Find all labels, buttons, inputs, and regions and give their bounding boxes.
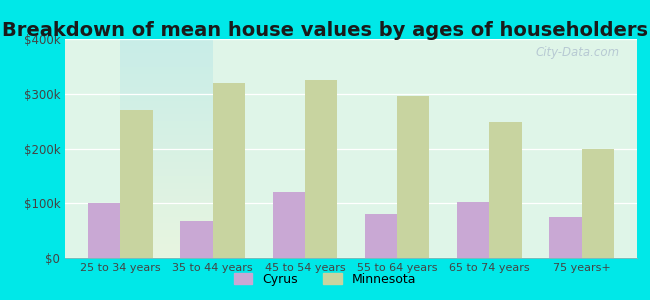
Bar xyxy=(457,202,489,258)
Bar xyxy=(272,192,305,258)
Text: City-Data.com: City-Data.com xyxy=(536,46,620,59)
Bar xyxy=(180,221,213,258)
Text: Breakdown of mean house values by ages of householders: Breakdown of mean house values by ages o… xyxy=(2,21,648,40)
Bar xyxy=(88,203,120,258)
Bar xyxy=(489,122,522,258)
Bar xyxy=(365,214,397,258)
Bar xyxy=(397,97,430,258)
Bar xyxy=(213,83,245,258)
Legend: Cyrus, Minnesota: Cyrus, Minnesota xyxy=(229,268,421,291)
Bar xyxy=(582,148,614,258)
Bar xyxy=(120,110,153,258)
Bar xyxy=(305,80,337,258)
Bar xyxy=(549,217,582,258)
